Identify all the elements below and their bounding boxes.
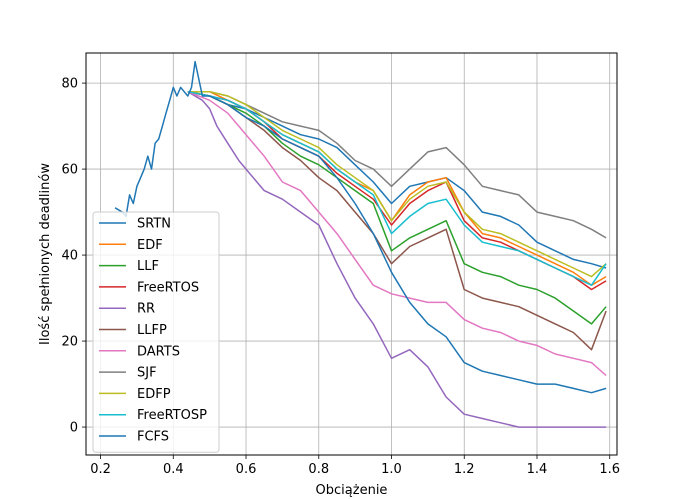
y-axis-label: Ilość spełnionych deadlinów [38,163,53,345]
x-tick-label: 1.6 [599,462,620,477]
series-line-rr [187,91,607,428]
series-line-sjf [187,90,607,239]
series-line-srtn [187,90,607,269]
y-tick-label: 20 [61,335,78,350]
series-line-llfp [187,90,607,351]
series-line-edfp [187,90,607,278]
legend-label: FreeRTOS [137,280,199,295]
x-tick-label: 0.6 [236,462,257,477]
x-axis-label: Obciążenie [316,483,388,498]
series-line-llf [187,90,607,325]
x-tick-label: 0.2 [90,462,111,477]
series-lines [114,60,607,428]
series-line-fcfs [114,60,607,394]
x-tick-label: 1.0 [381,462,402,477]
legend-label: SJF [137,366,157,381]
legend-label: LLF [137,259,159,274]
series-line-freertosp [187,90,607,286]
x-tick-label: 0.4 [163,462,184,477]
plot-frame [85,52,618,456]
x-tick-label: 0.8 [308,462,329,477]
y-tick-label: 0 [70,421,78,436]
y-tick-label: 60 [61,163,78,178]
axis-ticks: 0.2 0.4 0.6 0.8 1.0 1.2 1.4 1.6 0 20 40 60 80 [61,77,620,477]
legend-label: DARTS [137,344,180,359]
legend-label: EDF [137,238,163,253]
legend-label: EDFP [137,387,171,402]
legend-label: RR [137,302,155,317]
series-line-darts [187,91,607,377]
y-tick-label: 40 [61,249,78,264]
legend-label: FreeRTOSP [137,408,207,423]
legend-box [92,211,220,453]
legend: SRTN EDF LLF FreeRTOS RR LLFP DARTS SJF EDFP Free… [92,211,220,453]
x-tick-label: 1.2 [454,462,475,477]
y-tick-label: 80 [61,77,78,92]
x-tick-label: 1.4 [527,462,548,477]
legend-label: LLFP [137,323,167,338]
legend-label: FCFS [137,430,169,445]
legend-label: SRTN [137,217,171,232]
